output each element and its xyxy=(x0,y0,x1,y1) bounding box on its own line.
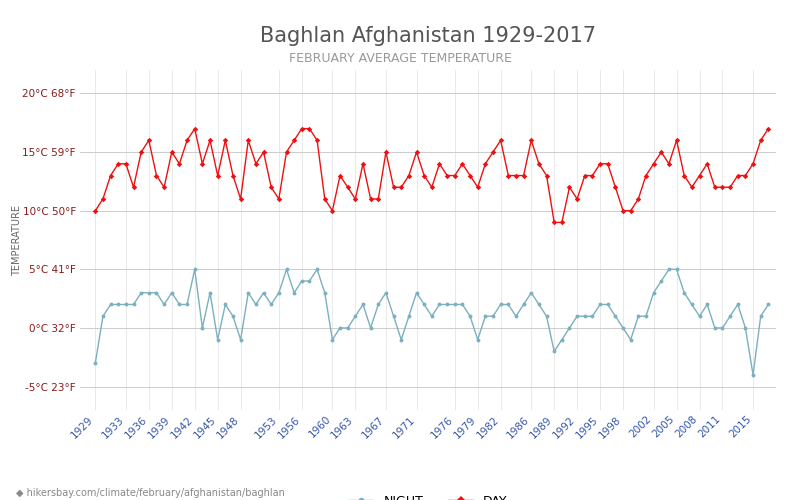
DAY xyxy=(159,184,169,190)
Y-axis label: TEMPERATURE: TEMPERATURE xyxy=(12,204,22,276)
NIGHT xyxy=(763,302,773,308)
NIGHT xyxy=(174,302,184,308)
NIGHT xyxy=(442,302,452,308)
DAY xyxy=(702,161,712,167)
DAY xyxy=(358,161,368,167)
Text: FEBRUARY AVERAGE TEMPERATURE: FEBRUARY AVERAGE TEMPERATURE xyxy=(289,52,511,66)
Title: Baghlan Afghanistan 1929-2017: Baghlan Afghanistan 1929-2017 xyxy=(260,26,596,46)
DAY xyxy=(90,208,100,214)
NIGHT xyxy=(190,266,199,272)
DAY xyxy=(442,172,452,178)
DAY xyxy=(236,196,246,202)
NIGHT xyxy=(236,336,246,342)
Text: ◆ hikersbay.com/climate/february/afghanistan/baghlan: ◆ hikersbay.com/climate/february/afghani… xyxy=(16,488,285,498)
DAY xyxy=(763,126,773,132)
Legend: NIGHT, DAY: NIGHT, DAY xyxy=(343,490,513,500)
NIGHT xyxy=(748,372,758,378)
DAY xyxy=(190,126,199,132)
NIGHT xyxy=(694,313,704,319)
NIGHT xyxy=(90,360,100,366)
Line: NIGHT: NIGHT xyxy=(94,268,770,377)
NIGHT xyxy=(159,302,169,308)
Line: DAY: DAY xyxy=(94,126,770,224)
DAY xyxy=(174,161,184,167)
NIGHT xyxy=(358,302,368,308)
DAY xyxy=(550,220,559,226)
